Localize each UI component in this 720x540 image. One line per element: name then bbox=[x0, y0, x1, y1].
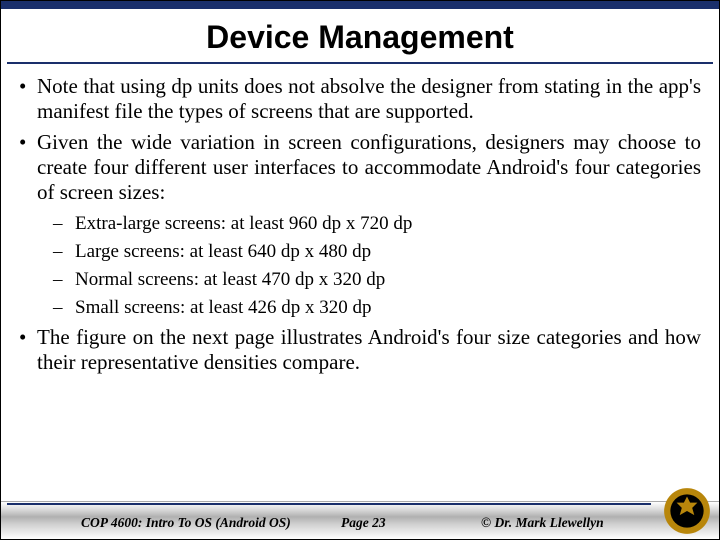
footer: COP 4600: Intro To OS (Android OS) Page … bbox=[1, 495, 719, 539]
footer-course: COP 4600: Intro To OS (Android OS) bbox=[81, 515, 341, 531]
bullet-item: The figure on the next page illustrates … bbox=[19, 325, 701, 375]
bullet-list: Note that using dp units does not absolv… bbox=[19, 74, 701, 375]
sub-bullet-list: Extra-large screens: at least 960 dp x 7… bbox=[53, 213, 701, 319]
footer-page: Page 23 bbox=[341, 515, 481, 531]
sub-bullet-text: Extra-large screens: at least 960 dp x 7… bbox=[75, 213, 412, 234]
bullet-item: Note that using dp units does not absolv… bbox=[19, 74, 701, 124]
slide-title: Device Management bbox=[1, 19, 719, 56]
bullet-item: Given the wide variation in screen confi… bbox=[19, 130, 701, 319]
bullet-text: Given the wide variation in screen confi… bbox=[37, 130, 701, 204]
sub-bullet-item: Normal screens: at least 470 dp x 320 dp bbox=[53, 269, 701, 291]
title-underline bbox=[7, 62, 713, 64]
top-accent-bar bbox=[1, 1, 719, 9]
sub-bullet-text: Small screens: at least 426 dp x 320 dp bbox=[75, 297, 372, 318]
slide: Device Management Note that using dp uni… bbox=[0, 0, 720, 540]
bullet-text: Note that using dp units does not absolv… bbox=[37, 74, 701, 123]
sub-bullet-item: Small screens: at least 426 dp x 320 dp bbox=[53, 297, 701, 319]
sub-bullet-text: Normal screens: at least 470 dp x 320 dp bbox=[75, 269, 385, 290]
ucf-logo-icon bbox=[661, 485, 713, 537]
sub-bullet-item: Large screens: at least 640 dp x 480 dp bbox=[53, 241, 701, 263]
bullet-text: The figure on the next page illustrates … bbox=[37, 325, 701, 374]
sub-bullet-text: Large screens: at least 640 dp x 480 dp bbox=[75, 241, 371, 262]
footer-row: COP 4600: Intro To OS (Android OS) Page … bbox=[1, 515, 719, 531]
slide-content: Note that using dp units does not absolv… bbox=[1, 74, 719, 539]
footer-accent-line bbox=[7, 503, 651, 505]
sub-bullet-item: Extra-large screens: at least 960 dp x 7… bbox=[53, 213, 701, 235]
footer-author: © Dr. Mark Llewellyn bbox=[481, 515, 641, 531]
